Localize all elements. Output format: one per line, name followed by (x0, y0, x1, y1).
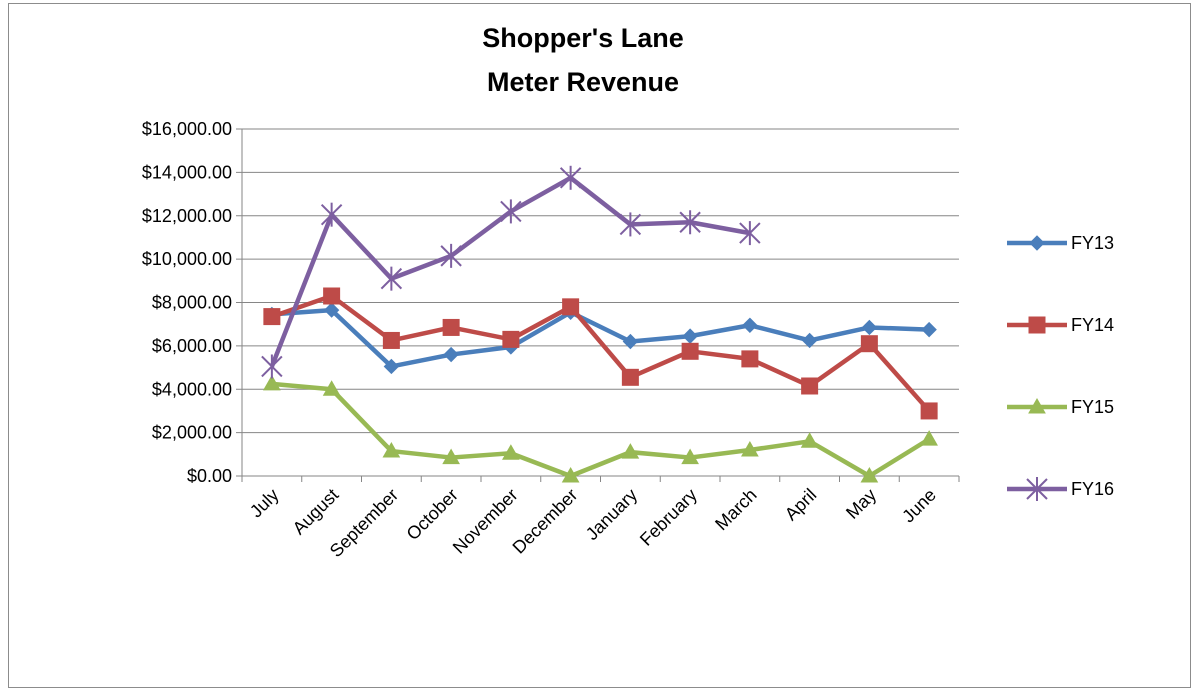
data-point-fy13 (323, 302, 340, 318)
data-point-fy15 (263, 374, 281, 391)
y-tick-label: $10,000.00 (142, 249, 232, 269)
data-point-fy15 (800, 432, 819, 448)
y-tick-label: $8,000.00 (152, 293, 232, 313)
chart-title: Shopper's Lane (482, 23, 683, 53)
data-point-fy16 (261, 354, 283, 379)
data-point-fy16 (380, 266, 403, 291)
data-point-fy14 (263, 308, 281, 326)
x-tick-label: August (289, 485, 343, 539)
chart-subtitle: Meter Revenue (487, 67, 679, 97)
x-tick-label: July (246, 485, 283, 522)
x-tick-label: June (898, 485, 940, 527)
data-point-fy15 (741, 440, 759, 457)
x-tick-label: February (636, 485, 701, 550)
data-point-fy13 (861, 319, 878, 336)
legend-item-fy16: FY16 (1007, 477, 1114, 501)
data-point-fy13 (742, 317, 758, 333)
data-point-fy15 (681, 448, 699, 465)
legend-item-fy15: FY15 (1007, 397, 1114, 417)
legend-label-fy13: FY13 (1071, 233, 1114, 253)
y-tick-label: $0.00 (187, 466, 232, 486)
data-point-fy14 (442, 318, 460, 336)
series-markers (261, 165, 938, 483)
data-point-fy16 (559, 165, 582, 190)
gridlines (236, 128, 960, 482)
data-point-fy13 (682, 328, 698, 344)
data-point-fy13 (801, 332, 818, 349)
series-line-fy14 (271, 293, 931, 413)
series-line-fy15 (271, 381, 931, 479)
chart-area: Shopper's Lane Meter Revenue $0.00 $2,000… (8, 3, 1191, 688)
y-tick-label: $14,000.00 (142, 162, 232, 182)
data-point-fy13 (383, 358, 400, 375)
legend-label-fy14: FY14 (1071, 315, 1114, 335)
data-point-fy15 (621, 443, 640, 459)
data-point-fy16 (679, 210, 701, 235)
data-point-fy14 (681, 342, 699, 360)
y-axis-ticks: $0.00 $2,000.00 $4,000.00 $6,000.00 $8,000.0… (142, 119, 232, 486)
legend-marker-fy15 (1028, 397, 1046, 414)
y-tick-label: $2,000.00 (152, 423, 232, 443)
data-point-fy15 (322, 380, 341, 396)
x-tick-label: May (842, 485, 880, 523)
data-point-fy14 (920, 402, 938, 420)
data-point-fy14 (741, 350, 759, 368)
legend-label-fy16: FY16 (1071, 479, 1114, 499)
data-point-fy16 (619, 212, 642, 237)
data-point-fy15 (442, 448, 460, 465)
x-tick-label: April (781, 485, 821, 525)
legend: FY13 FY14 FY15 FY16 (1007, 233, 1114, 501)
data-point-fy14 (382, 331, 400, 349)
data-point-fy15 (382, 442, 401, 458)
series-lines (269, 175, 931, 479)
data-point-fy14 (621, 368, 639, 386)
data-point-fy13 (921, 321, 937, 338)
legend-item-fy14: FY14 (1007, 315, 1114, 335)
chart-svg: Shopper's Lane Meter Revenue $0.00 $2,000… (142, 23, 1114, 561)
legend-marker-fy16 (1026, 477, 1048, 501)
data-point-fy16 (500, 199, 522, 224)
data-point-fy15 (920, 430, 938, 446)
data-point-fy15 (860, 466, 879, 483)
data-point-fy16 (320, 202, 343, 227)
data-point-fy14 (562, 298, 580, 316)
y-tick-label: $4,000.00 (152, 379, 232, 399)
data-point-fy15 (561, 466, 580, 483)
legend-marker-fy13 (1029, 235, 1045, 251)
y-tick-label: $12,000.00 (142, 206, 232, 226)
y-tick-label: $16,000.00 (142, 119, 232, 139)
series-line-fy13 (271, 307, 930, 369)
data-point-fy15 (502, 444, 520, 460)
data-point-fy16 (739, 221, 761, 246)
legend-marker-fy14 (1028, 316, 1046, 334)
x-tick-label: October (403, 485, 462, 544)
legend-label-fy15: FY15 (1071, 397, 1114, 417)
data-point-fy14 (801, 377, 819, 395)
data-point-fy14 (860, 335, 878, 353)
x-tick-label: January (582, 485, 641, 544)
x-tick-label: December (509, 485, 582, 558)
data-point-fy14 (502, 330, 520, 348)
y-tick-label: $6,000.00 (152, 336, 232, 356)
data-point-fy13 (622, 333, 639, 350)
x-tick-label: March (711, 485, 761, 535)
data-point-fy16 (440, 243, 462, 268)
data-point-fy14 (323, 287, 341, 305)
data-point-fy13 (443, 346, 459, 363)
legend-item-fy13: FY13 (1007, 233, 1114, 253)
